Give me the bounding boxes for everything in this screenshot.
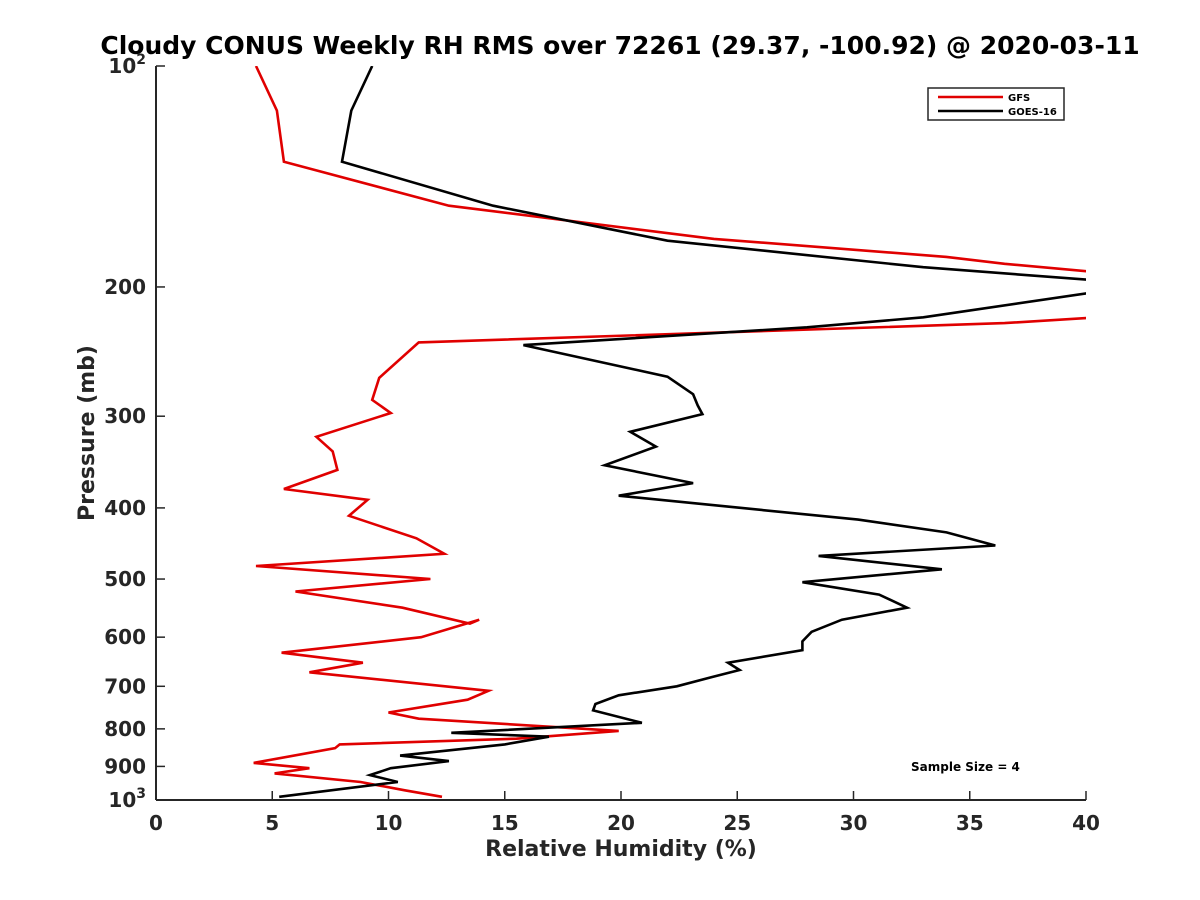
- y-tick-label: 200: [104, 275, 146, 299]
- y-axis-label: Pressure (mb): [75, 345, 100, 521]
- legend-box: [927, 87, 1065, 121]
- series-line-gfs: [253, 66, 1086, 799]
- x-tick-label: 0: [149, 811, 163, 835]
- y-tick-label: 300: [104, 404, 146, 428]
- legend-label-goes-16: GOES-16: [1008, 107, 1057, 118]
- x-axis-label: Relative Humidity (%): [485, 837, 757, 862]
- y-tick-label: 600: [104, 625, 146, 649]
- x-tick-label: 15: [491, 811, 519, 835]
- y-log-tick-label: 102: [108, 52, 146, 78]
- x-tick-label: 10: [375, 811, 403, 835]
- y-log-tick-label: 103: [108, 786, 146, 812]
- y-log-tick-exponent: 3: [136, 786, 146, 802]
- legend-label-gfs: GFS: [1008, 93, 1030, 104]
- chart-title: Cloudy CONUS Weekly RH RMS over 72261 (2…: [100, 31, 1139, 60]
- y-log-tick-base: 10: [108, 788, 136, 812]
- x-tick-label: 30: [840, 811, 868, 835]
- y-log-tick-exponent: 2: [136, 52, 146, 68]
- y-tick-label: 800: [104, 717, 146, 741]
- y-tick-label: 400: [104, 496, 146, 520]
- series-layer: [253, 66, 1086, 799]
- x-tick-label: 20: [607, 811, 635, 835]
- x-tick-label: 25: [723, 811, 751, 835]
- series-line-goes-16: [279, 66, 1086, 799]
- y-tick-label: 700: [104, 674, 146, 698]
- x-tick-label: 5: [265, 811, 279, 835]
- y-log-tick-base: 10: [108, 54, 136, 78]
- x-axis-ticks: 0 5 10 15 20 25 30 35 40: [149, 791, 1100, 835]
- sample-size-annotation: Sample Size = 4: [911, 760, 1020, 774]
- y-tick-label: 900: [104, 754, 146, 778]
- x-tick-label: 40: [1072, 811, 1100, 835]
- y-tick-label: 500: [104, 567, 146, 591]
- chart-legend: GFS GOES-16: [927, 87, 1065, 121]
- x-tick-label: 35: [956, 811, 984, 835]
